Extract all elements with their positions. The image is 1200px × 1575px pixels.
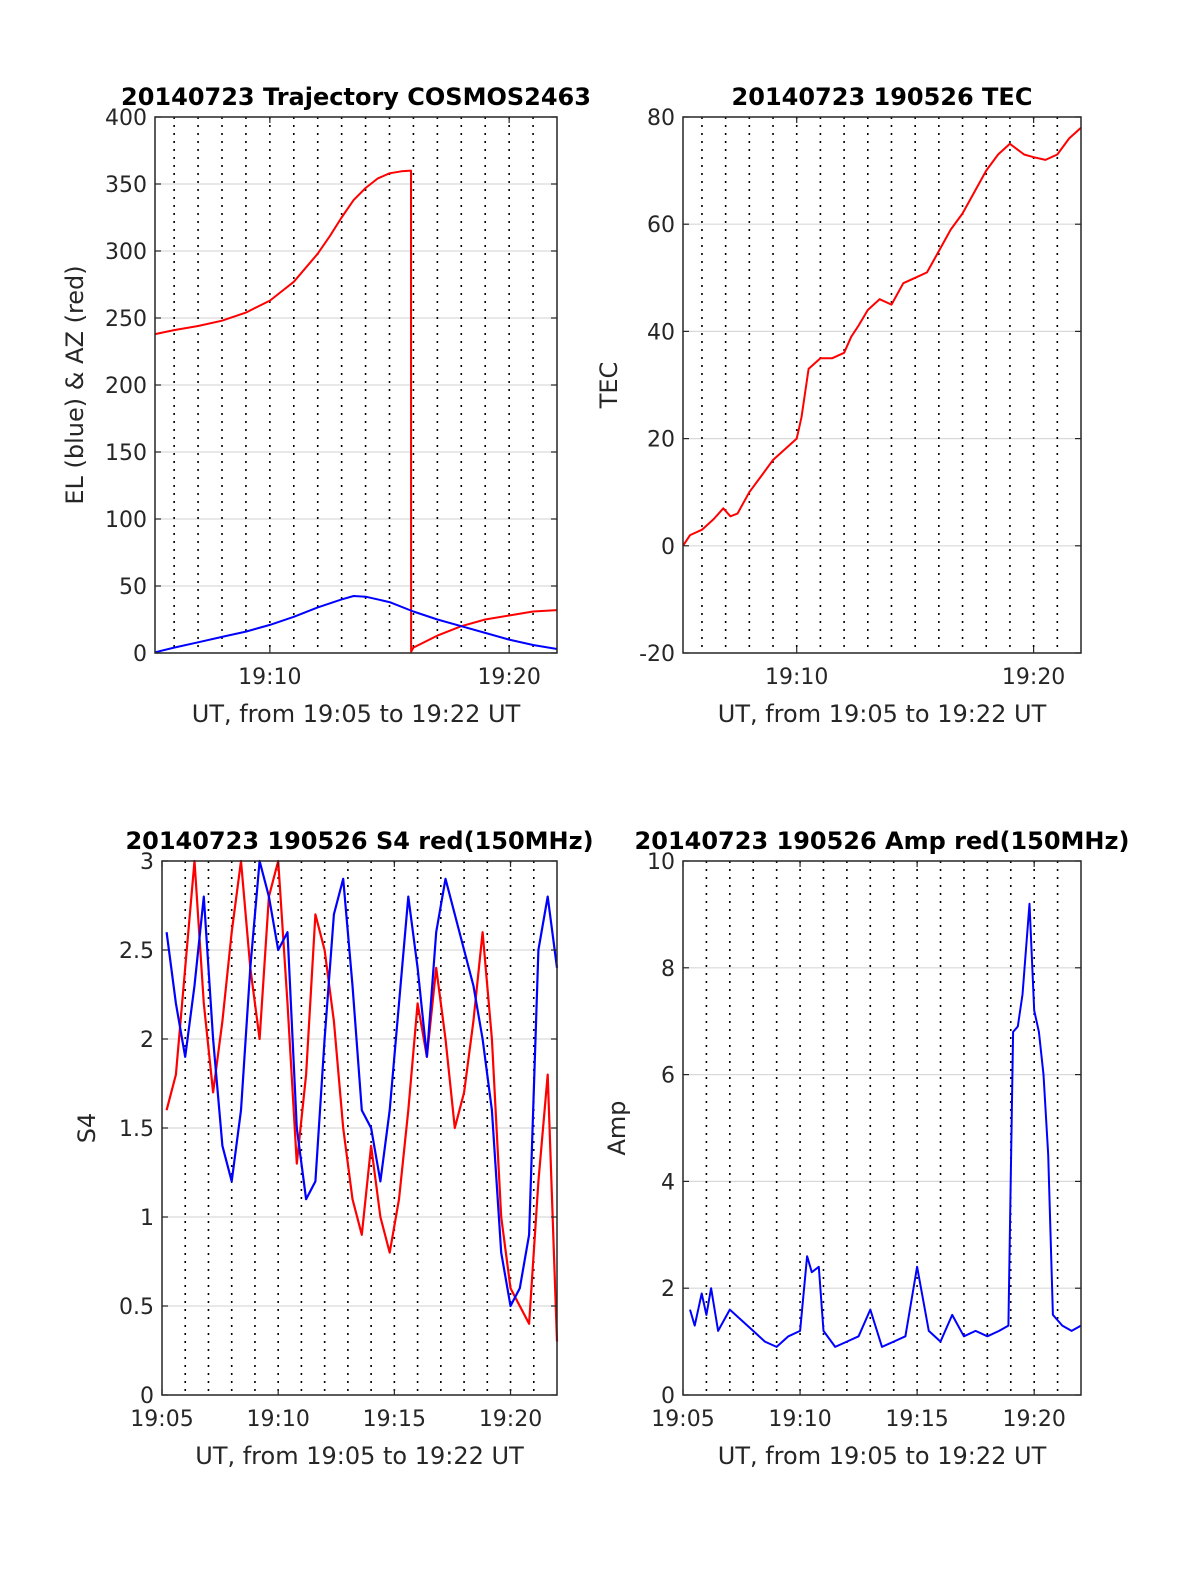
axes-frame [682, 116, 1082, 654]
x-axis-label: UT, from 19:05 to 19:22 UT [195, 1442, 524, 1470]
x-tick-label: 19:10 [246, 1407, 309, 1432]
y-tick-label: 2.5 [119, 939, 154, 964]
x-tick-label: 19:20 [1002, 665, 1065, 690]
y-tick-label: 0 [140, 1384, 154, 1409]
y-axis-label: S4 [73, 1113, 101, 1144]
x-tick-label: 19:20 [1002, 1407, 1065, 1432]
chart-title: 20140723 190526 S4 red(150MHz) [125, 827, 593, 855]
y-tick-label: 4 [661, 1170, 675, 1195]
axes-frame [682, 860, 1082, 1396]
y-axis-label: Amp [603, 1100, 631, 1155]
x-tick-label: 19:20 [477, 665, 540, 690]
chart-title: 20140723 Trajectory COSMOS2463 [121, 83, 591, 111]
x-tick-label: 19:15 [885, 1407, 948, 1432]
y-tick-label: 2 [140, 1028, 154, 1053]
trajectory-series-az [154, 169, 558, 653]
y-tick-label: 0.5 [119, 1295, 154, 1320]
y-tick-label: 40 [647, 320, 675, 345]
trajectory-series-el [154, 595, 558, 654]
y-tick-label: 350 [105, 173, 147, 198]
chart-title: 20140723 190526 Amp red(150MHz) [635, 827, 1130, 855]
y-tick-label: -20 [639, 642, 675, 667]
x-tick-label: 19:05 [651, 1407, 714, 1432]
y-tick-label: 20 [647, 428, 675, 453]
y-tick-label: 300 [105, 240, 147, 265]
plot-area [683, 117, 1081, 653]
s4-panel: 0 0.5 1 1.5 2 2.5 3 19:05 19:10 19:15 19:20 2014072… [73, 827, 594, 1470]
y-tick-label: 0 [133, 642, 147, 667]
x-tick-label: 19:20 [479, 1407, 542, 1432]
x-tick-label: 19:10 [238, 665, 301, 690]
y-tick-label: 200 [105, 374, 147, 399]
x-tick-label: 19:05 [130, 1407, 193, 1432]
s4-series-s4_blue [165, 859, 559, 1308]
y-tick-label: 2 [661, 1277, 675, 1302]
x-axis-label: UT, from 19:05 to 19:22 UT [718, 1442, 1047, 1470]
tec-panel: -20 0 20 40 60 80 19:10 19:20 20140723 190526 TE… [595, 83, 1082, 728]
y-tick-label: 60 [647, 213, 675, 238]
y-tick-label: 250 [105, 307, 147, 332]
y-tick-label: 80 [647, 106, 675, 131]
y-tick-label: 10 [647, 850, 675, 875]
x-tick-label: 19:10 [768, 1407, 831, 1432]
chart-title: 20140723 190526 TEC [732, 83, 1033, 111]
y-tick-label: 8 [661, 957, 675, 982]
y-tick-label: 150 [105, 441, 147, 466]
plot-area [683, 861, 1081, 1395]
y-tick-label: 6 [661, 1064, 675, 1089]
x-tick-label: 19:15 [363, 1407, 426, 1432]
y-axis-label: TEC [595, 362, 623, 410]
x-tick-label: 19:10 [765, 665, 828, 690]
y-tick-label: 400 [105, 106, 147, 131]
trajectory-panel: 0 50 100 150 200 250 300 350 400 19:10 19:20 201407… [61, 83, 591, 728]
y-tick-label: 100 [105, 508, 147, 533]
y-tick-label: 3 [140, 850, 154, 875]
x-axis-label: UT, from 19:05 to 19:22 UT [192, 700, 521, 728]
y-axis-label: EL (blue) & AZ (red) [61, 265, 89, 504]
y-tick-label: 0 [661, 1384, 675, 1409]
amp-panel: 0 2 4 6 8 10 19:05 19:10 19:15 19:20 20140723 1905… [603, 827, 1129, 1470]
y-tick-label: 50 [119, 575, 147, 600]
s4-series-s4_red [165, 859, 559, 1342]
y-tick-label: 1.5 [119, 1117, 154, 1142]
amp-series-amp [689, 902, 1082, 1348]
tec-series-tec [682, 126, 1082, 547]
x-axis-label: UT, from 19:05 to 19:22 UT [718, 700, 1047, 728]
y-tick-label: 1 [140, 1206, 154, 1231]
y-tick-label: 0 [661, 535, 675, 560]
